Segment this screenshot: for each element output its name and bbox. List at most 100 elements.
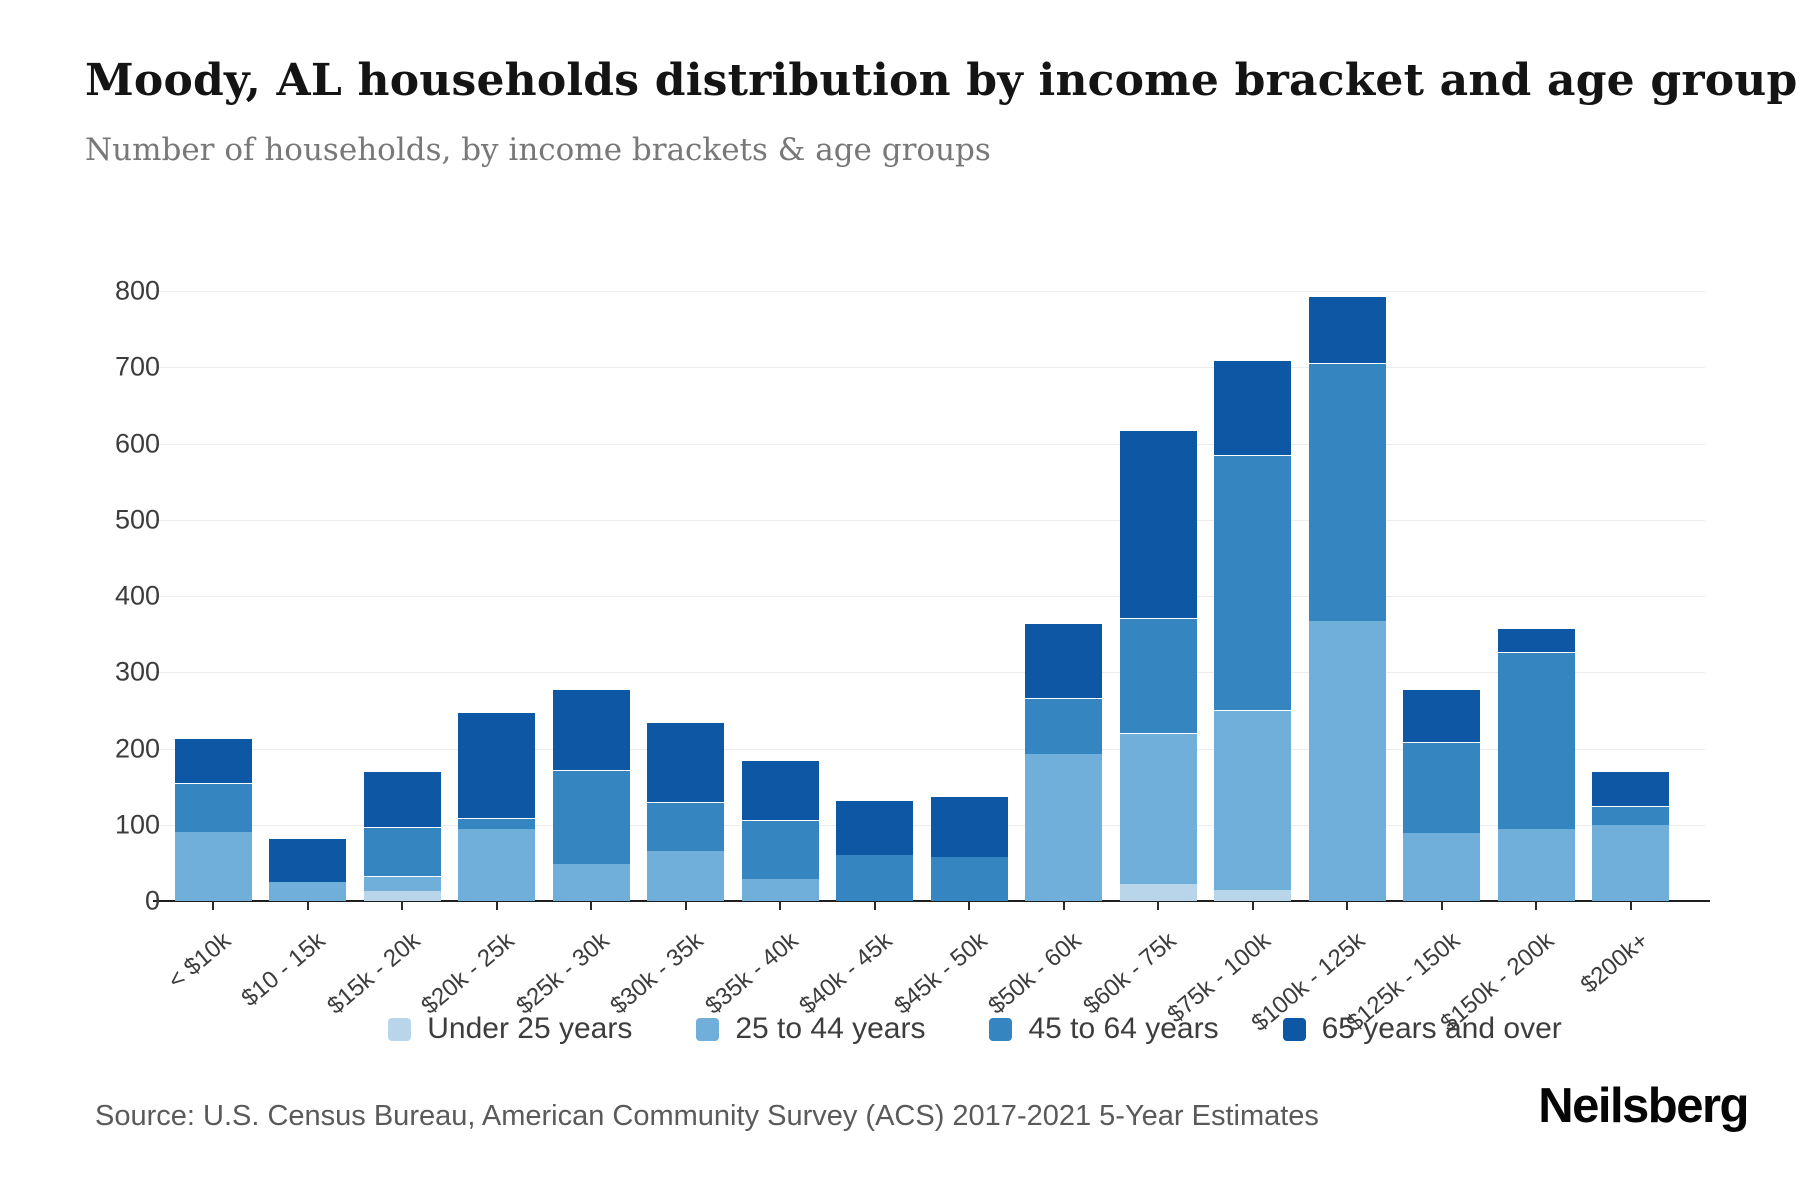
bar-35k-40k[interactable] (741, 759, 819, 901)
bar-segment-25-to-44-years[interactable] (1214, 710, 1291, 890)
x-axis-label: $20k - 25k (416, 927, 520, 1020)
bar-30k-35k[interactable] (647, 721, 724, 901)
bar-segment-25-to-44-years[interactable] (458, 829, 535, 901)
x-axis-label: $10 - 15k (236, 927, 331, 1013)
bar-segment-25-to-44-years[interactable] (174, 832, 252, 901)
legend-item-65-years-and-over[interactable]: 65 years and over (1282, 1012, 1562, 1046)
bar-125k-150k[interactable] (1403, 689, 1480, 901)
bar-segment-65-years-and-over[interactable] (552, 689, 630, 770)
bar-segment-under-25-years[interactable] (1214, 889, 1291, 901)
bar-segment-45-to-64-years[interactable] (1214, 454, 1291, 711)
x-axis-tick (306, 901, 309, 910)
legend-label: 65 years and over (1321, 1012, 1562, 1045)
bar-segment-45-to-64-years[interactable] (1403, 742, 1480, 834)
bar-segment-65-years-and-over[interactable] (174, 737, 252, 783)
bar-150k-200k[interactable] (1497, 628, 1575, 901)
bar-segment-45-to-64-years[interactable] (458, 817, 535, 830)
bar-segment-65-years-and-over[interactable] (1497, 628, 1575, 653)
legend-label: 45 to 64 years (1028, 1012, 1219, 1045)
bar-segment-25-to-44-years[interactable] (1403, 833, 1480, 901)
page-title: Moody, AL households distribution by inc… (85, 55, 1798, 106)
y-axis-tick-label: 600 (114, 428, 160, 458)
bar-segment-65-years-and-over[interactable] (1214, 359, 1291, 455)
bar-segment-65-years-and-over[interactable] (1119, 429, 1197, 619)
x-axis-label: $45k - 50k (889, 927, 993, 1020)
legend-label: Under 25 years (427, 1012, 633, 1045)
bar-segment-45-to-64-years[interactable] (836, 855, 913, 901)
y-axis-tick-label: 700 (114, 351, 160, 382)
legend-label: 25 to 44 years (735, 1012, 926, 1045)
bar-segment-25-to-44-years[interactable] (1025, 753, 1102, 901)
x-axis-tick (968, 901, 970, 910)
bar-segment-25-to-44-years[interactable] (741, 878, 819, 901)
bar-segment-45-to-64-years[interactable] (930, 856, 1008, 901)
x-axis-label: $15k - 20k (322, 927, 426, 1020)
x-axis-label: $35k - 40k (700, 927, 804, 1020)
bar-segment-65-years-and-over[interactable] (1308, 296, 1386, 364)
bar-segment-65-years-and-over[interactable] (1025, 622, 1102, 699)
bar-45k-50k[interactable] (930, 795, 1008, 901)
x-axis-tick (873, 901, 876, 910)
bar-segment-25-to-44-years[interactable] (269, 881, 346, 901)
bar-segment-45-to-64-years[interactable] (174, 782, 252, 833)
bar-segment-25-to-44-years[interactable] (552, 864, 630, 901)
bar-segment-45-to-64-years[interactable] (741, 820, 819, 879)
x-axis-label: $50k - 60k (983, 927, 1087, 1020)
bar-200k[interactable] (1592, 771, 1669, 901)
bar-40k-45k[interactable] (836, 799, 913, 901)
bar-segment-45-to-64-years[interactable] (1119, 618, 1197, 734)
bar-segment-under-25-years[interactable] (1119, 884, 1197, 901)
bar-segment-65-years-and-over[interactable] (1403, 689, 1480, 743)
legend-item-under-25-years[interactable]: Under 25 years (388, 1012, 632, 1046)
gridline-700 (155, 367, 1705, 369)
legend-swatch (1282, 1017, 1306, 1041)
y-axis-tick-label: 0 (144, 885, 160, 916)
bar-segment-65-years-and-over[interactable] (363, 771, 441, 828)
bar-segment-25-to-44-years[interactable] (1308, 621, 1386, 901)
x-axis-tick (1157, 901, 1159, 910)
bar-segment-65-years-and-over[interactable] (836, 799, 913, 856)
bar-10k[interactable] (174, 737, 252, 901)
bar-segment-under-25-years[interactable] (363, 891, 441, 901)
bar-segment-45-to-64-years[interactable] (1592, 806, 1669, 825)
bar-segment-65-years-and-over[interactable] (741, 759, 819, 821)
bar-segment-45-to-64-years[interactable] (1308, 363, 1386, 622)
bar-20k-25k[interactable] (458, 711, 535, 901)
bar-10-15k[interactable] (269, 838, 346, 901)
bar-15k-20k[interactable] (363, 771, 441, 901)
bar-25k-30k[interactable] (552, 689, 630, 901)
bar-segment-25-to-44-years[interactable] (1497, 829, 1575, 901)
x-axis-tick (1346, 901, 1348, 910)
bar-segment-45-to-64-years[interactable] (1497, 652, 1575, 830)
bar-segment-45-to-64-years[interactable] (552, 769, 630, 865)
x-axis-tick (401, 901, 403, 910)
bar-segment-45-to-64-years[interactable] (1025, 698, 1102, 754)
gridline-500 (155, 519, 1705, 521)
bar-segment-45-to-64-years[interactable] (363, 827, 441, 876)
legend-item-45-to-64-years[interactable]: 45 to 64 years (989, 1012, 1219, 1046)
bar-segment-65-years-and-over[interactable] (647, 721, 724, 802)
x-axis-tick (495, 901, 498, 910)
bar-50k-60k[interactable] (1025, 622, 1102, 901)
bar-segment-25-to-44-years[interactable] (1592, 824, 1669, 901)
bar-segment-65-years-and-over[interactable] (269, 838, 346, 882)
bar-segment-25-to-44-years[interactable] (363, 875, 441, 892)
bar-segment-25-to-44-years[interactable] (1119, 733, 1197, 885)
bar-60k-75k[interactable] (1119, 429, 1197, 901)
x-axis-tick (212, 901, 214, 910)
legend-item-25-to-44-years[interactable]: 25 to 44 years (696, 1012, 925, 1046)
legend-swatch (388, 1017, 412, 1041)
bar-segment-65-years-and-over[interactable] (1592, 771, 1669, 807)
legend-swatch (989, 1017, 1013, 1041)
bar-segment-65-years-and-over[interactable] (930, 795, 1008, 857)
plot-area: 0 100 200 300 400 500 600 700 800 < $10k $10 - 15k… (115, 276, 1710, 1037)
bar-segment-65-years-and-over[interactable] (458, 711, 535, 818)
x-axis-tick (1251, 901, 1254, 910)
bar-75k-100k[interactable] (1214, 359, 1291, 901)
source-note: Source: U.S. Census Bureau, American Com… (95, 1100, 1319, 1132)
bar-100k-125k[interactable] (1308, 296, 1386, 901)
bar-segment-45-to-64-years[interactable] (647, 801, 724, 851)
bar-segment-25-to-44-years[interactable] (647, 850, 724, 901)
gridline-600 (155, 443, 1705, 445)
gridline-400 (155, 596, 1705, 597)
